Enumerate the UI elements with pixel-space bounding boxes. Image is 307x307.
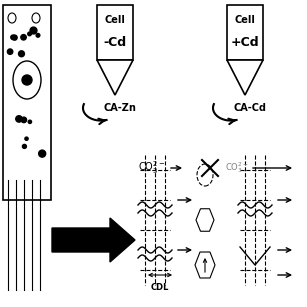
Circle shape [7, 49, 13, 54]
Bar [227, 5, 263, 60]
Ellipse shape [13, 61, 41, 99]
Text: Cell: Cell [235, 15, 255, 25]
Circle shape [21, 117, 27, 122]
Circle shape [36, 33, 40, 37]
Text: Cell: Cell [105, 15, 126, 25]
Polygon shape [196, 209, 214, 231]
Circle shape [25, 137, 28, 140]
Circle shape [39, 150, 46, 157]
Bar [97, 5, 133, 60]
Bar [3, 5, 51, 200]
Polygon shape [97, 60, 133, 95]
Text: $\mathregular{CO_3^{2-}}$: $\mathregular{CO_3^{2-}}$ [225, 161, 249, 175]
Ellipse shape [197, 164, 213, 186]
Circle shape [12, 35, 17, 40]
Circle shape [28, 32, 31, 36]
Circle shape [11, 35, 15, 40]
Circle shape [22, 75, 32, 85]
Circle shape [28, 120, 32, 123]
Text: +Cd: +Cd [231, 36, 259, 49]
Text: CDL: CDL [151, 283, 169, 293]
Circle shape [18, 51, 25, 57]
Text: CA-Cd: CA-Cd [234, 103, 266, 113]
Circle shape [30, 27, 37, 34]
Ellipse shape [8, 13, 16, 23]
Polygon shape [52, 218, 135, 262]
Ellipse shape [32, 13, 40, 23]
Circle shape [16, 116, 22, 122]
Polygon shape [227, 60, 263, 95]
Text: -Cd: -Cd [103, 36, 126, 49]
Circle shape [22, 144, 26, 148]
Circle shape [21, 35, 26, 40]
Text: CA-Zn: CA-Zn [103, 103, 136, 113]
Polygon shape [195, 252, 215, 278]
Text: $\mathregular{CO_3^{2-}}$: $\mathregular{CO_3^{2-}}$ [138, 160, 165, 177]
